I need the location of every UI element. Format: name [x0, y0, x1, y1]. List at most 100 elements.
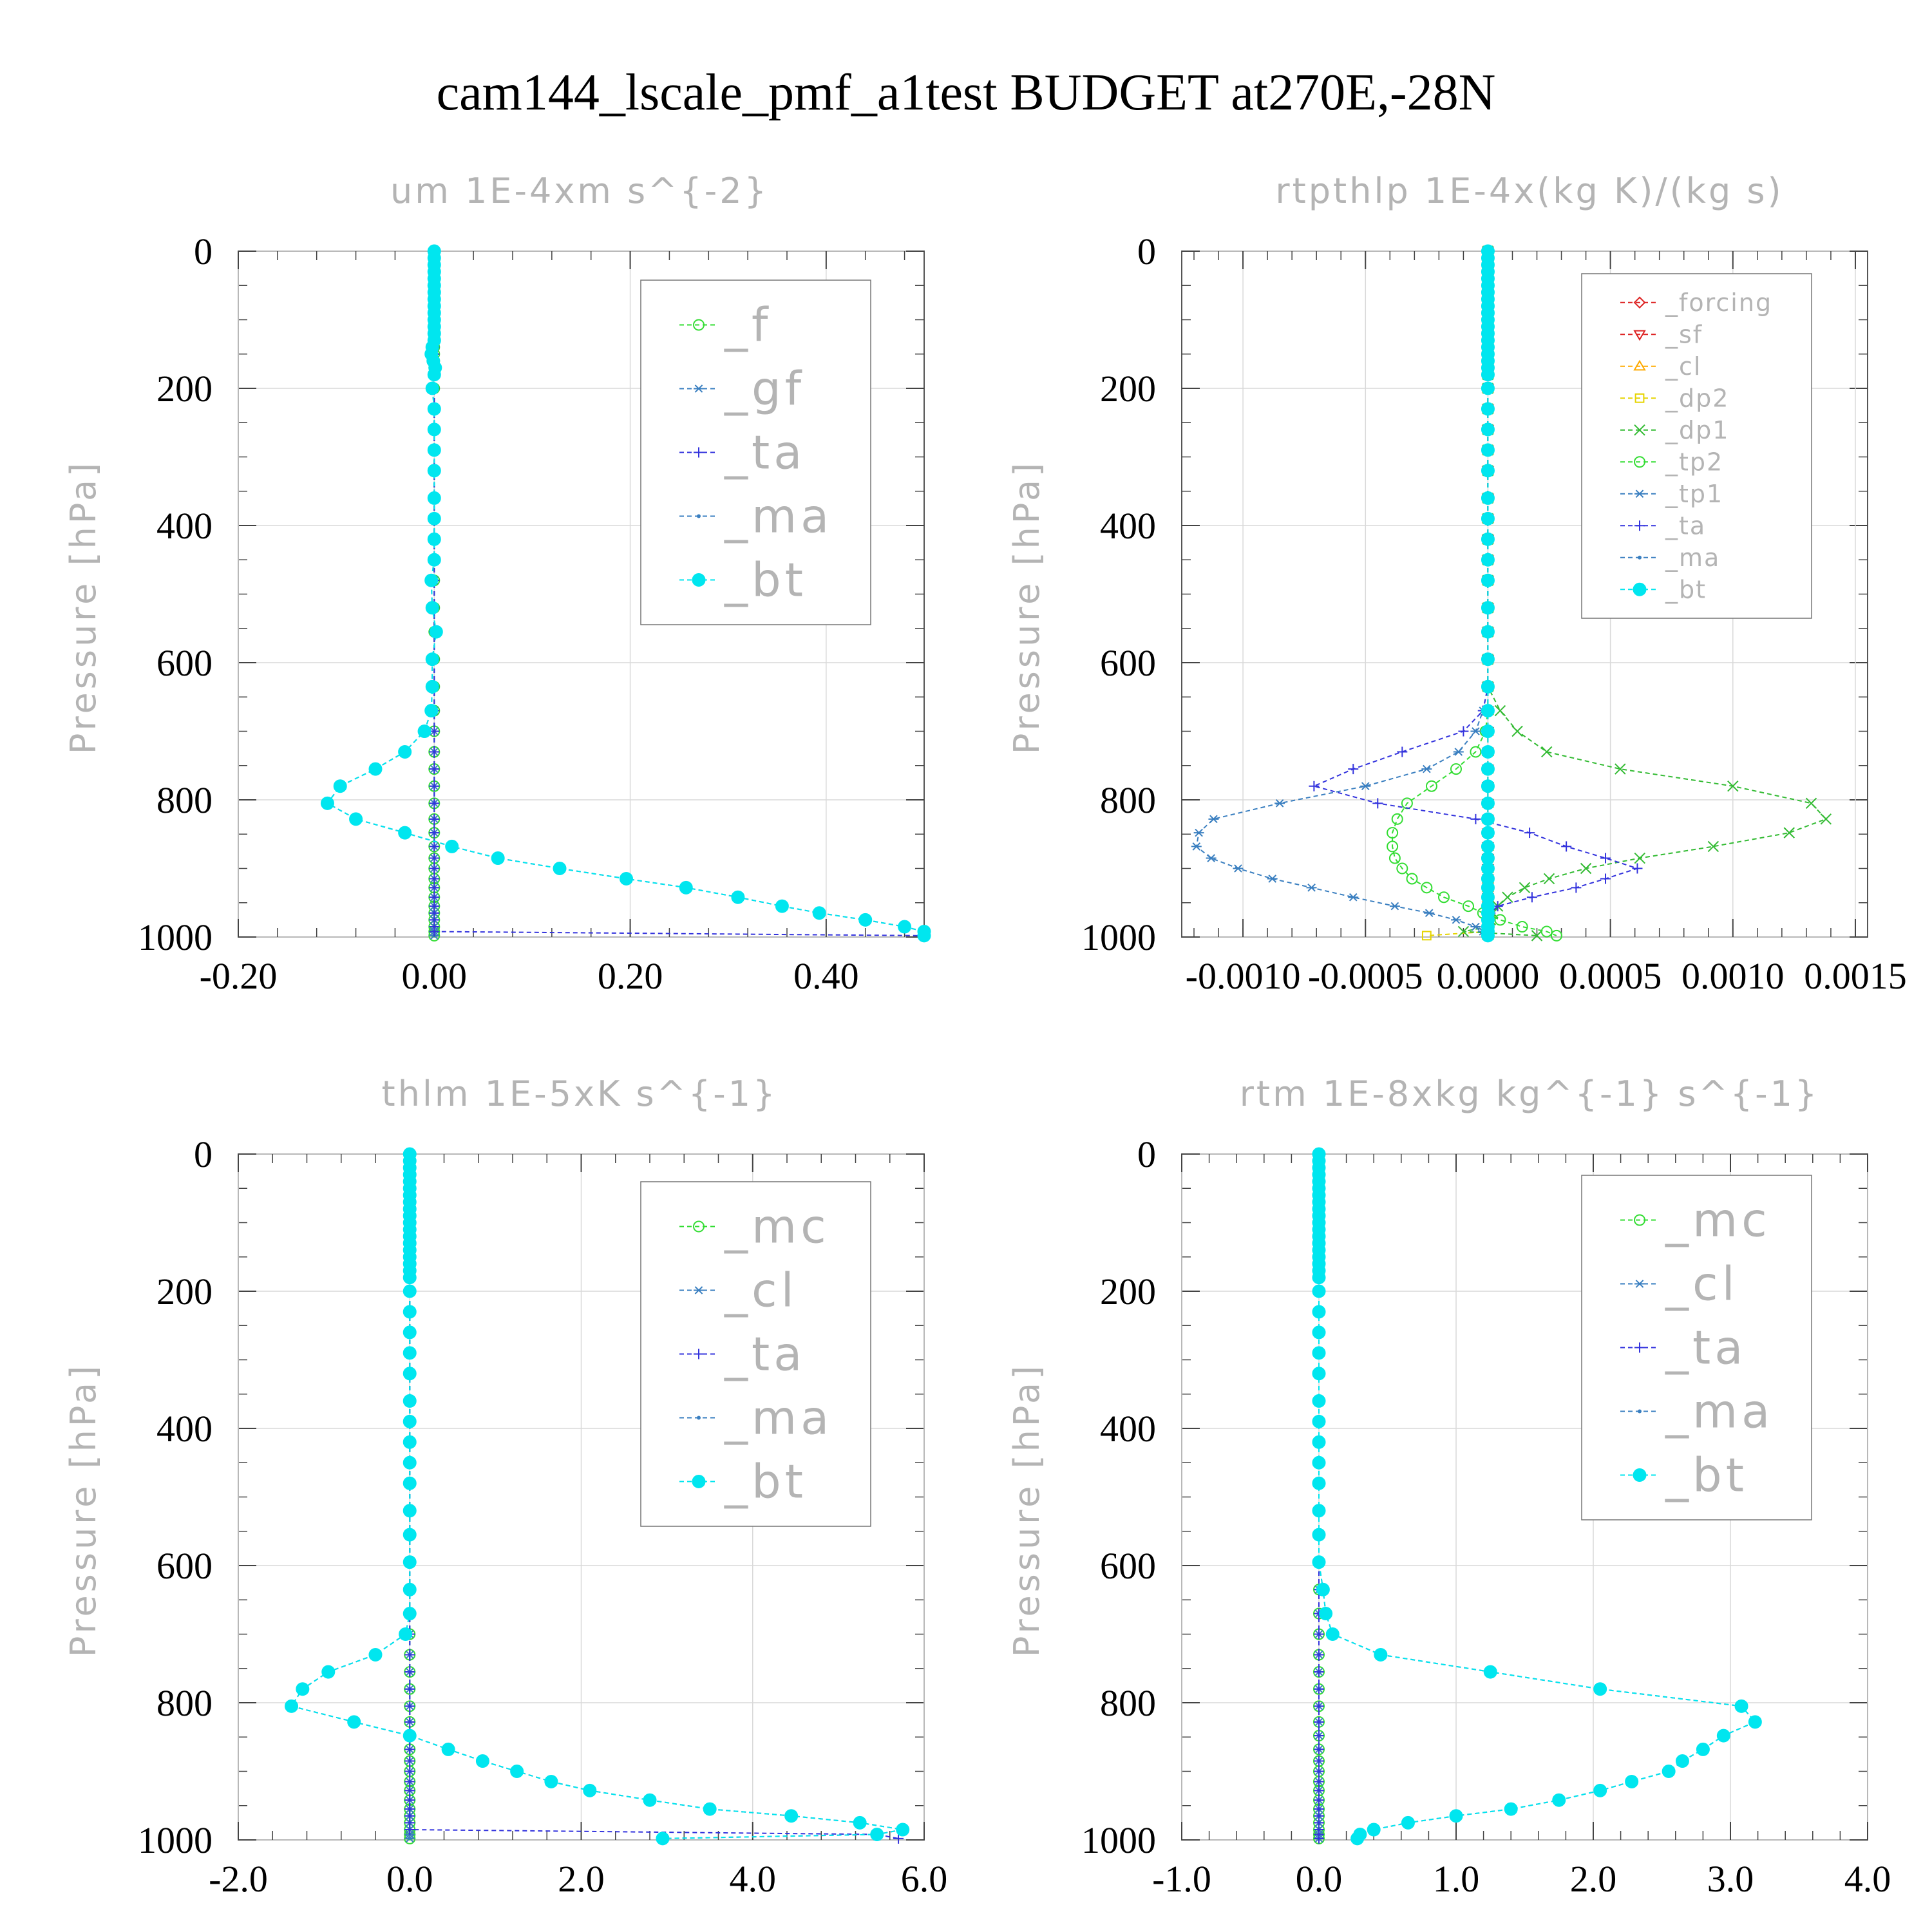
- data-point-bt: [1593, 1682, 1607, 1696]
- data-point-bt: [1483, 1665, 1497, 1679]
- legend-marker-forcing: [1633, 296, 1646, 309]
- y-tick-label: 600: [156, 1545, 213, 1587]
- data-point-ta: [1309, 781, 1320, 791]
- data-point-bt: [858, 913, 873, 927]
- data-point-tp2: [1387, 827, 1399, 839]
- panel-title: rtm 1E-8xkg kg^{-1} s^{-1}: [1240, 1074, 1820, 1114]
- data-point-bt: [425, 652, 439, 667]
- data-point-tp1: [1424, 909, 1435, 918]
- data-point-tp1: [1267, 875, 1278, 883]
- legend-label-ma: _ma: [724, 489, 833, 544]
- legend-marker-f: [693, 319, 705, 331]
- legend-label-forcing: _forcing: [1665, 289, 1772, 317]
- data-point-bt: [402, 1728, 417, 1743]
- data-point-tp2: [1450, 763, 1462, 775]
- data-point-bt: [1312, 1414, 1326, 1428]
- data-point-tp2: [1516, 921, 1528, 933]
- data-point-ta: [1314, 1756, 1324, 1766]
- data-point-ta: [429, 926, 440, 937]
- data-point-ta: [1561, 841, 1572, 852]
- data-point-bt: [1401, 1815, 1415, 1830]
- data-point-bt: [1552, 1793, 1566, 1807]
- data-point-bt: [417, 724, 431, 738]
- data-point-ta: [429, 764, 440, 775]
- legend-label-dp2: _dp2: [1665, 384, 1729, 413]
- series-layer: [1191, 244, 1832, 943]
- x-tick-label: -0.20: [200, 955, 278, 997]
- data-point-bt: [1481, 796, 1495, 810]
- y-tick-label: 200: [1100, 1271, 1156, 1312]
- x-tick-label: 4.0: [730, 1858, 777, 1900]
- data-point-ta: [1314, 1667, 1324, 1678]
- data-point-ta: [1458, 726, 1469, 737]
- data-point-bt: [425, 679, 439, 694]
- data-point-bt: [1481, 812, 1495, 826]
- data-point-bt: [424, 573, 439, 587]
- x-tick-label: 0.0: [386, 1858, 433, 1900]
- data-point-bt: [427, 532, 441, 546]
- legend-marker-mc: [1634, 1214, 1645, 1226]
- data-point-bt: [1312, 1504, 1326, 1518]
- y-tick-label: 0: [1137, 1133, 1156, 1175]
- legend-label-f: _f: [724, 298, 772, 352]
- data-point-ta: [404, 1785, 415, 1796]
- data-point-bt: [368, 762, 383, 776]
- data-point-bt: [1312, 1305, 1326, 1319]
- data-point-bt: [544, 1774, 558, 1788]
- legend-label-bt: _bt: [724, 553, 807, 607]
- legend-box: [640, 1181, 871, 1527]
- legend: _forcing _sf _cl _dp2 _dp1 _tp2 _tp1 _ta _ma _bt: [1581, 273, 1812, 619]
- legend-label-ta: _ta: [1665, 512, 1706, 540]
- data-point-ta: [429, 873, 440, 884]
- y-tick-label: 800: [156, 779, 213, 821]
- data-point-bt: [1696, 1742, 1710, 1756]
- data-point-bt: [1449, 1809, 1463, 1823]
- y-axis-label: Pressure [hPa]: [63, 460, 104, 754]
- data-point-dp1: [1615, 763, 1626, 775]
- data-point-tp2: [1463, 900, 1475, 913]
- data-point-bt: [425, 601, 439, 615]
- data-point-ta: [1600, 853, 1611, 864]
- y-tick-label: 400: [156, 1408, 213, 1450]
- data-point-bt: [1325, 1627, 1340, 1641]
- data-point-bt: [1748, 1715, 1762, 1729]
- data-point-dp1: [1820, 813, 1832, 825]
- legend-label-tp2: _tp2: [1665, 448, 1723, 477]
- data-point-bt: [427, 464, 441, 478]
- y-tick-label: 0: [194, 231, 213, 272]
- y-tick-label: 200: [156, 1271, 213, 1312]
- data-point-ta: [429, 863, 440, 874]
- data-point-bt: [619, 871, 633, 886]
- data-point-ta: [404, 1744, 415, 1755]
- y-axis-label: Pressure [hPa]: [1007, 1363, 1047, 1657]
- data-point-bt: [285, 1699, 299, 1713]
- data-point-dp1: [1502, 891, 1513, 903]
- data-point-tp1: [1306, 884, 1317, 892]
- legend-box: [1581, 273, 1812, 619]
- data-point-bt: [1312, 1455, 1326, 1470]
- data-point-bt: [349, 812, 363, 826]
- data-point-tp2: [1396, 862, 1408, 875]
- legend-marker-ta: [1634, 520, 1645, 531]
- data-point-tp2: [1425, 780, 1437, 792]
- data-point-ta: [1314, 1795, 1324, 1806]
- data-point-bt: [1481, 532, 1495, 546]
- data-point-tp1: [1451, 916, 1461, 924]
- legend-marker-sf: [1633, 330, 1646, 341]
- data-point-bt: [1312, 1394, 1326, 1408]
- y-axis-label: Pressure [hPa]: [1007, 460, 1047, 754]
- y-tick-label: 800: [1100, 1682, 1156, 1724]
- data-point-tp1: [1233, 864, 1244, 873]
- data-point-dp1: [1494, 705, 1506, 717]
- data-point-bt: [1374, 1647, 1388, 1662]
- data-point-bt: [775, 899, 789, 913]
- legend-label-sf: _sf: [1665, 321, 1703, 349]
- legend-marker-ta: [694, 447, 704, 458]
- data-point-bt: [1481, 381, 1495, 395]
- x-tick-label: 0.0015: [1804, 955, 1907, 997]
- data-point-bt: [427, 368, 441, 382]
- x-tick-label: 3.0: [1707, 1858, 1754, 1900]
- data-point-tp2: [1406, 873, 1418, 885]
- legend: _mc _cl _ta _ma _bt: [640, 1181, 871, 1527]
